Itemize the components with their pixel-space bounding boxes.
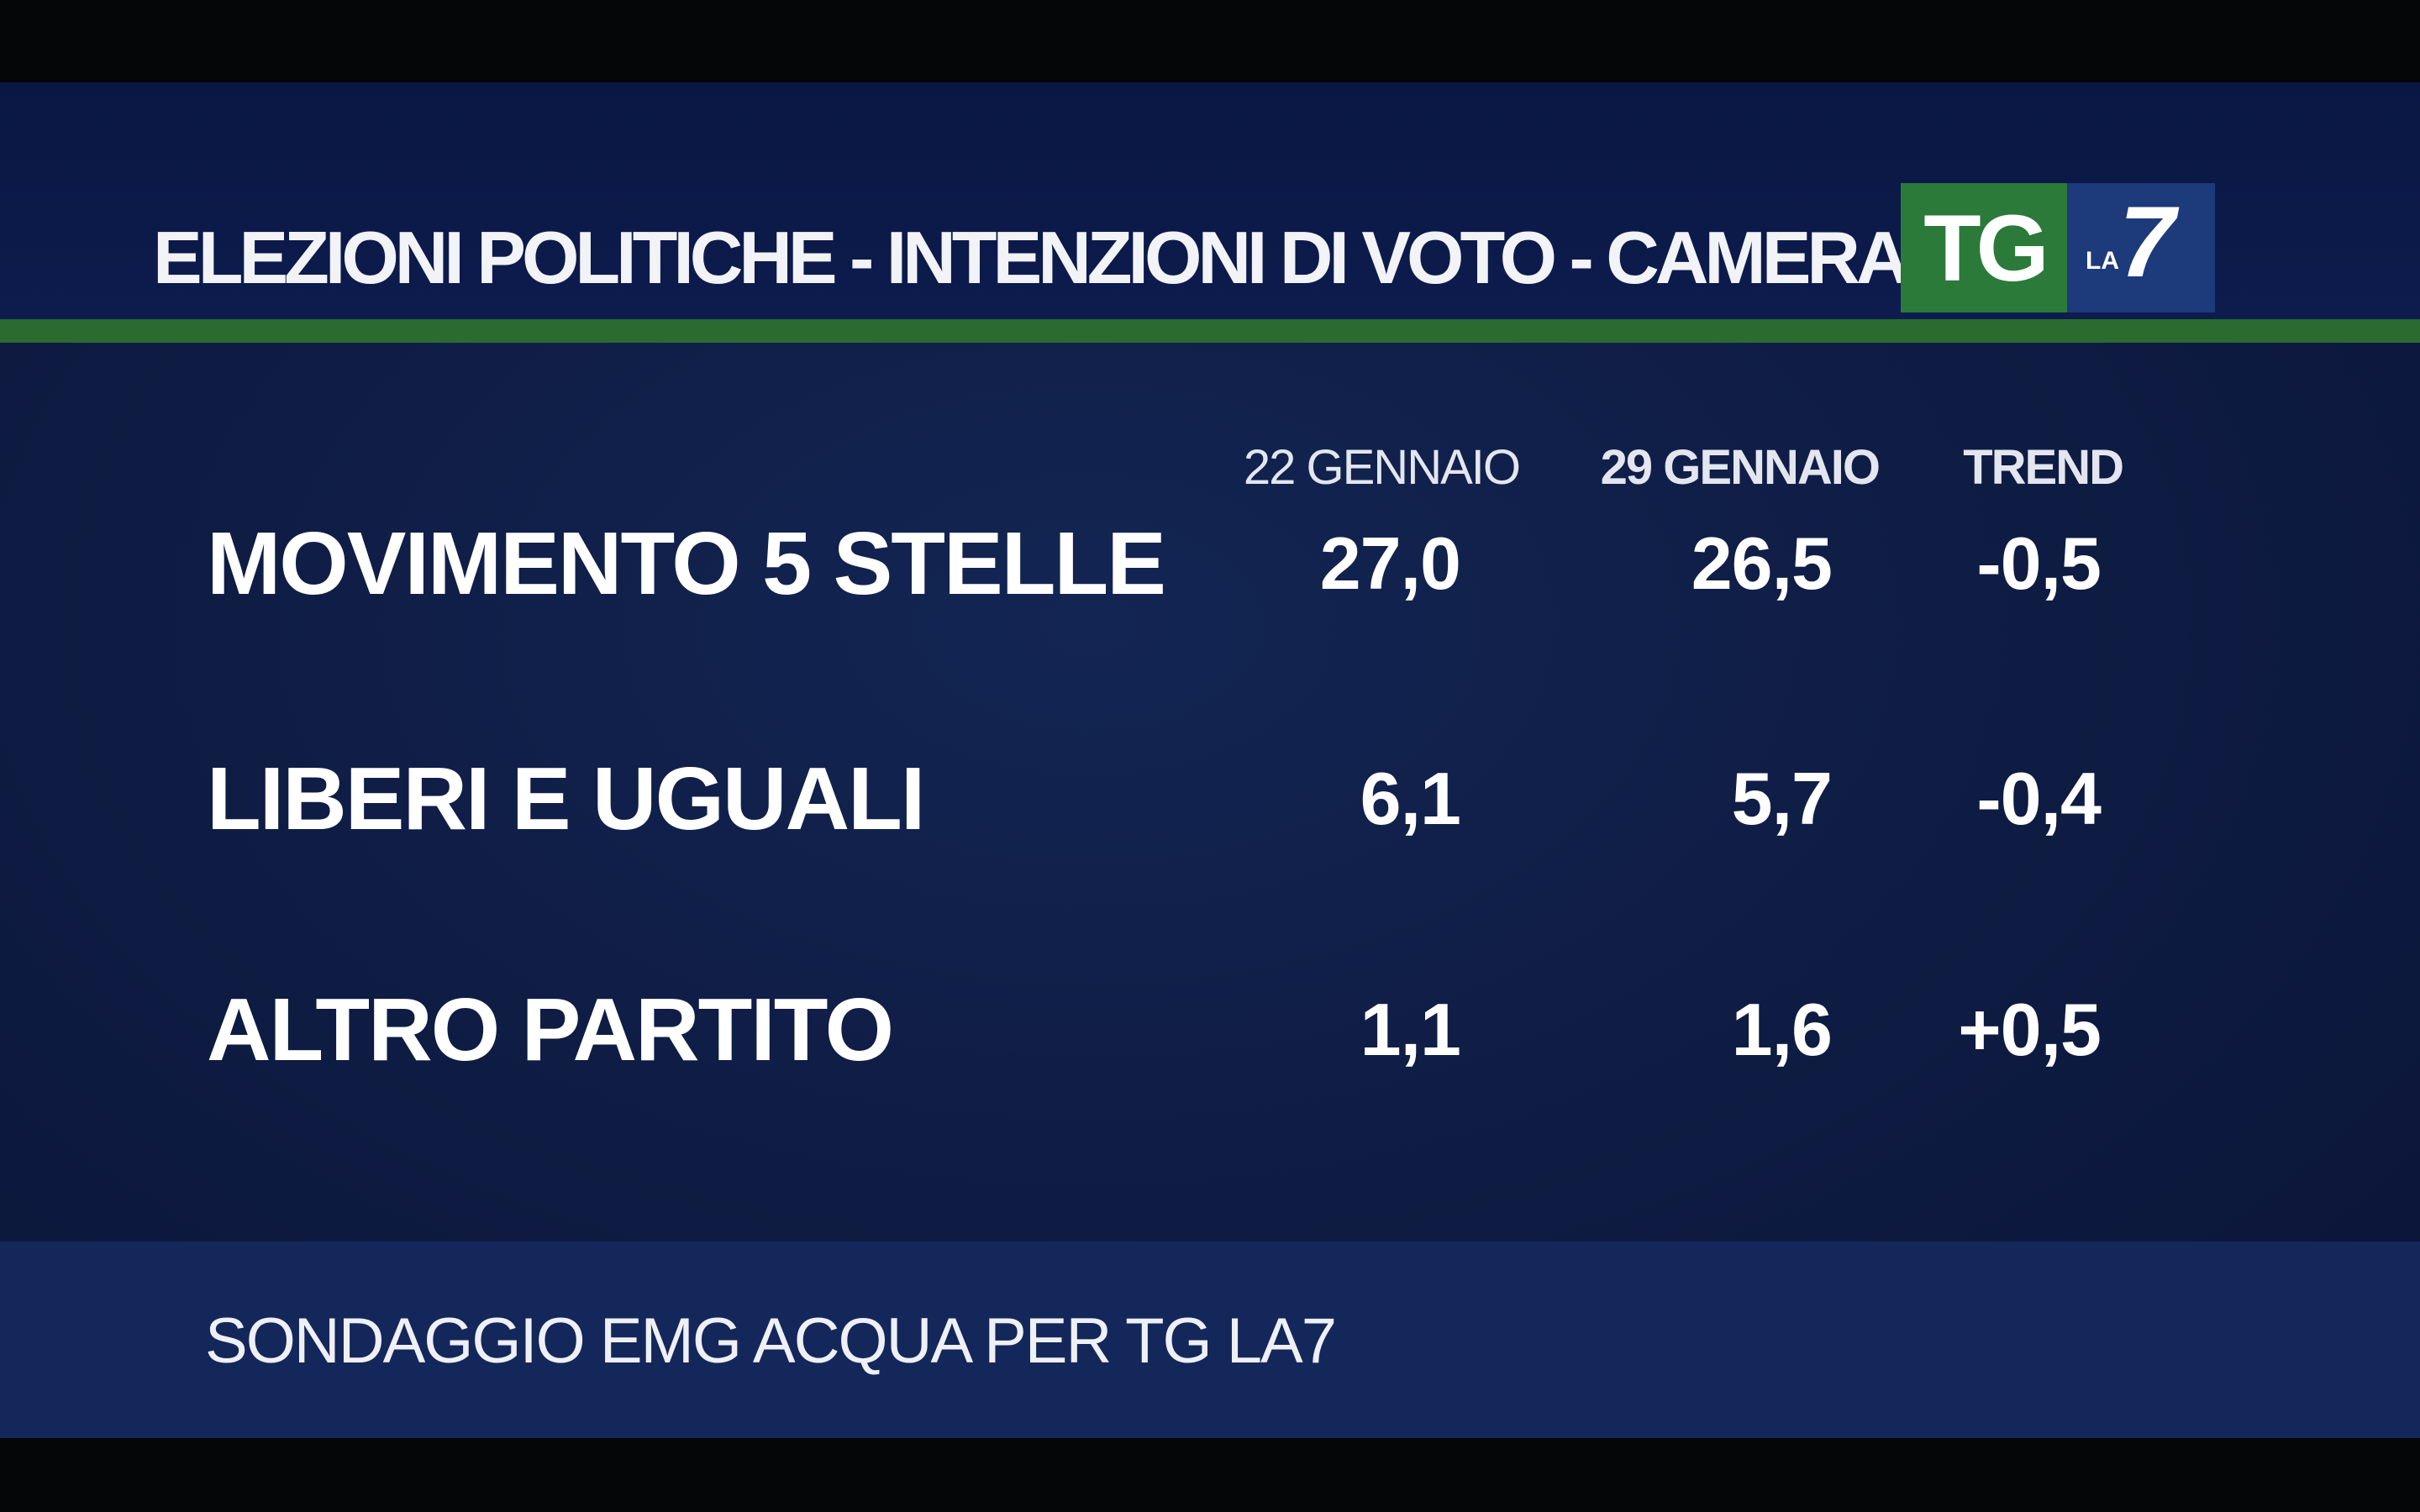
value-22-gennaio: 1,1 <box>1360 988 1461 1071</box>
broadcast-screen: ELEZIONI POLITICHE - INTENZIONI DI VOTO … <box>0 82 2420 1438</box>
logo-tg: TG <box>1901 183 2067 312</box>
source-caption: SONDAGGIO EMG ACQUA PER TG LA7 <box>205 1305 1337 1377</box>
value-22-gennaio: 6,1 <box>1360 757 1461 840</box>
value-trend: -0,4 <box>1976 757 2102 840</box>
party-name: MOVIMENTO 5 STELLE <box>207 514 1166 613</box>
table-row: MOVIMENTO 5 STELLE 27,0 26,5 -0,5 <box>0 519 2420 620</box>
logo-la: LA <box>2086 247 2119 275</box>
value-trend: +0,5 <box>1958 988 2102 1071</box>
column-header-trend: TREND <box>1963 440 2124 495</box>
green-divider <box>0 319 2420 343</box>
value-29-gennaio: 5,7 <box>1731 757 1833 840</box>
logo-seven: 7 <box>2119 186 2175 298</box>
party-name: ALTRO PARTITO <box>207 980 894 1079</box>
table-row: ALTRO PARTITO 1,1 1,6 +0,5 <box>0 985 2420 1086</box>
value-22-gennaio: 27,0 <box>1319 522 1461 605</box>
tg-la7-logo: TG LA 7 <box>1901 183 2215 312</box>
column-header-22-gennaio: 22 GENNAIO <box>1243 440 1521 495</box>
table-row: LIBERI E UGUALI 6,1 5,7 -0,4 <box>0 754 2420 855</box>
footer-band <box>0 1242 2420 1438</box>
value-trend: -0,5 <box>1976 522 2102 605</box>
value-29-gennaio: 1,6 <box>1731 988 1833 1071</box>
page-title: ELEZIONI POLITICHE - INTENZIONI DI VOTO … <box>153 216 1910 299</box>
value-29-gennaio: 26,5 <box>1691 522 1833 605</box>
party-name: LIBERI E UGUALI <box>207 749 925 848</box>
title-band: ELEZIONI POLITICHE - INTENZIONI DI VOTO … <box>0 82 2420 319</box>
logo-la7: LA 7 <box>2067 183 2215 312</box>
column-header-29-gennaio: 29 GENNAIO <box>1600 440 1881 495</box>
